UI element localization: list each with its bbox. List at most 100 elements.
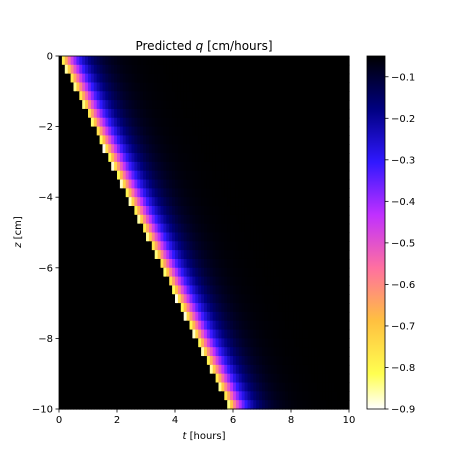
heatmap-cell	[198, 347, 202, 357]
heatmap-cell	[285, 100, 289, 110]
heatmap-cell	[85, 400, 89, 410]
heatmap-cell	[172, 117, 176, 128]
heatmap-cell	[186, 188, 191, 198]
heatmap-cell	[172, 197, 176, 207]
heatmap-cell	[125, 391, 130, 401]
heatmap-cell	[259, 117, 263, 128]
heatmap-cell	[146, 373, 150, 384]
heatmap-cell	[314, 206, 318, 216]
heatmap-cell	[311, 241, 315, 251]
heatmap-cell	[247, 214, 251, 225]
heatmap-cell	[172, 285, 176, 295]
heatmap-cell	[267, 250, 272, 260]
heatmap-cell	[102, 179, 106, 189]
heatmap-cell	[117, 356, 121, 366]
heatmap-cell	[163, 329, 167, 339]
heatmap-cell	[256, 303, 260, 313]
heatmap-cell	[134, 373, 138, 384]
heatmap-cell	[343, 206, 347, 216]
heatmap-cell	[67, 320, 72, 331]
heatmap-cell	[308, 373, 312, 384]
heatmap-cell	[270, 250, 275, 260]
heatmap-cell	[346, 338, 350, 348]
heatmap-cell	[204, 153, 208, 163]
heatmap-cell	[282, 232, 286, 242]
heatmap-cell	[90, 373, 95, 384]
heatmap-cell	[302, 294, 307, 304]
heatmap-cell	[206, 356, 211, 366]
heatmap-cell	[198, 373, 202, 384]
heatmap-cell	[264, 373, 269, 384]
heatmap-cell	[224, 329, 228, 339]
heatmap-cell	[230, 179, 234, 189]
heatmap-cell	[314, 400, 318, 410]
heatmap-cell	[154, 311, 159, 322]
heatmap-cell	[250, 126, 254, 137]
heatmap-cell	[88, 241, 92, 251]
heatmap-cell	[291, 373, 295, 384]
heatmap-cell	[230, 197, 234, 207]
heatmap-cell	[122, 108, 127, 119]
heatmap-cell	[79, 170, 83, 181]
heatmap-cell	[105, 258, 109, 269]
heatmap-cell	[122, 294, 127, 304]
heatmap-cell	[73, 311, 77, 322]
heatmap-cell	[259, 161, 263, 172]
heatmap-cell	[305, 179, 309, 189]
heatmap-cell	[82, 161, 86, 172]
heatmap-cell	[61, 250, 66, 260]
heatmap-cell	[154, 144, 159, 154]
heatmap-cell	[256, 294, 260, 304]
heatmap-cell	[320, 161, 324, 172]
heatmap-cell	[241, 56, 246, 66]
heatmap-cell	[247, 56, 251, 66]
heatmap-cell	[238, 153, 243, 163]
heatmap-cell	[282, 311, 286, 322]
heatmap-cell	[119, 197, 124, 207]
heatmap-cell	[212, 232, 217, 242]
heatmap-cell	[224, 82, 228, 92]
heatmap-cell	[82, 117, 86, 128]
heatmap-cell	[267, 311, 272, 322]
heatmap-cell	[143, 267, 147, 278]
heatmap-cell	[137, 100, 141, 110]
heatmap-cell	[111, 373, 115, 384]
heatmap-cell	[253, 303, 257, 313]
heatmap-cell	[122, 206, 127, 216]
heatmap-cell	[308, 91, 312, 101]
heatmap-cell	[311, 267, 315, 278]
heatmap-cell	[186, 144, 191, 154]
heatmap-cell	[322, 250, 327, 260]
heatmap-cell	[250, 320, 254, 331]
heatmap-cell	[259, 267, 263, 278]
heatmap-cell	[291, 258, 295, 269]
heatmap-cell	[276, 135, 280, 145]
heatmap-cell	[340, 82, 344, 92]
heatmap-cell	[346, 391, 350, 401]
heatmap-cell	[88, 153, 92, 163]
heatmap-cell	[122, 73, 127, 84]
heatmap-cell	[157, 373, 162, 384]
heatmap-cell	[148, 73, 153, 84]
heatmap-cell	[192, 56, 196, 66]
heatmap-cell	[262, 400, 266, 410]
heatmap-cell	[299, 144, 304, 154]
heatmap-cell	[322, 73, 327, 84]
heatmap-cell	[262, 188, 266, 198]
heatmap-cell	[186, 100, 191, 110]
heatmap-cell	[291, 285, 295, 295]
heatmap-cell	[291, 108, 295, 119]
heatmap-cell	[273, 197, 278, 207]
heatmap-cell	[317, 329, 321, 339]
heatmap-cell	[201, 320, 205, 331]
heatmap-cell	[117, 82, 121, 92]
heatmap-cell	[340, 311, 344, 322]
heatmap-cell	[322, 400, 327, 410]
heatmap-cell	[346, 382, 350, 392]
heatmap-cell	[180, 267, 185, 278]
heatmap-cell	[235, 303, 240, 313]
heatmap-cell	[212, 108, 217, 119]
heatmap-cell	[247, 73, 251, 84]
heatmap-cell	[192, 364, 196, 375]
heatmap-cell	[267, 382, 272, 392]
